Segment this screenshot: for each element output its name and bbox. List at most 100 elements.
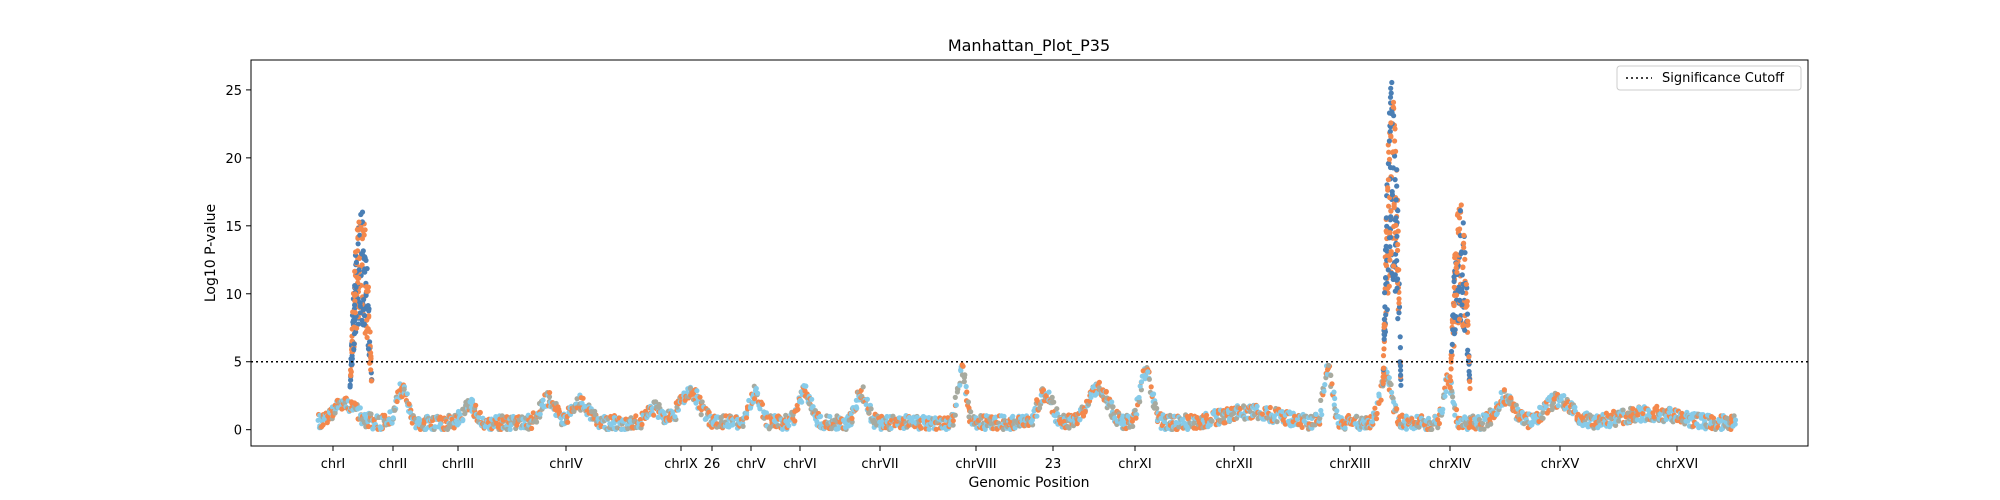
data-point [1381, 346, 1387, 352]
data-point [637, 416, 644, 423]
data-point [1555, 403, 1561, 409]
data-point [382, 412, 388, 418]
data-point [699, 399, 705, 405]
data-point [1732, 417, 1739, 423]
data-point [1001, 413, 1007, 419]
data-point [783, 412, 789, 418]
data-point [864, 396, 871, 402]
data-point [1513, 402, 1519, 408]
data-point [962, 372, 968, 378]
data-point [1386, 138, 1392, 144]
data-point [1374, 410, 1380, 417]
data-point [1476, 416, 1482, 423]
x-tick-label: chrXIII [1329, 457, 1370, 472]
x-tick-label: chrII [379, 457, 407, 472]
data-point [476, 414, 482, 420]
data-point [1731, 413, 1737, 419]
data-point [332, 410, 338, 416]
data-point [827, 413, 833, 420]
data-point [1326, 362, 1332, 368]
x-tick-label: chrIII [442, 457, 474, 472]
data-point [1458, 202, 1464, 208]
data-point [1110, 404, 1116, 410]
legend-label: Significance Cutoff [1662, 71, 1785, 86]
data-point [1447, 385, 1453, 391]
data-point [743, 415, 750, 421]
x-axis: chrI chrII chrIII chrIV chrIX 26 chrV chrVI chrV… [321, 446, 1698, 472]
data-point [1130, 423, 1136, 429]
data-point [888, 425, 894, 431]
data-point [457, 412, 463, 418]
data-point [1455, 287, 1461, 293]
data-point [1451, 278, 1457, 285]
data-point [1380, 380, 1386, 387]
data-point [368, 367, 374, 373]
data-point [368, 378, 374, 384]
data-point [1464, 298, 1470, 304]
data-point [547, 390, 553, 396]
data-point [360, 307, 366, 313]
data-point [1046, 389, 1052, 395]
data-point [1082, 408, 1088, 414]
data-point [1403, 426, 1409, 432]
data-point [1383, 215, 1389, 221]
data-point [1386, 375, 1392, 381]
data-point [1385, 142, 1391, 148]
data-point [1459, 249, 1465, 255]
data-point [1132, 407, 1138, 413]
data-point [1395, 316, 1401, 322]
data-point [355, 248, 361, 254]
data-point [592, 412, 598, 418]
data-point [697, 394, 703, 400]
data-point [1396, 300, 1402, 306]
data-point [1448, 355, 1454, 361]
data-point [1387, 257, 1393, 263]
data-point [1037, 405, 1043, 411]
data-point [366, 313, 372, 319]
data-point [1466, 368, 1472, 375]
data-point [1620, 407, 1626, 413]
data-point [1354, 413, 1360, 420]
data-point [1372, 405, 1378, 411]
data-point [534, 419, 540, 425]
data-point [1138, 379, 1145, 385]
data-point [1436, 420, 1442, 427]
data-point [351, 318, 358, 324]
data-point [1148, 384, 1154, 390]
data-point [1396, 296, 1402, 302]
data-points [315, 79, 1739, 432]
x-tick-label: chrVII [861, 457, 898, 472]
data-point [357, 303, 363, 309]
data-point [957, 382, 963, 388]
data-point [358, 224, 364, 230]
data-point [810, 404, 816, 410]
data-point [1501, 387, 1507, 393]
x-tick-label: chrVIII [955, 457, 996, 472]
data-point [437, 421, 444, 427]
data-point [1461, 232, 1467, 238]
data-point [1393, 215, 1399, 221]
data-point [1519, 409, 1525, 415]
data-point [1154, 405, 1160, 411]
data-point [477, 410, 483, 416]
data-point [723, 413, 729, 419]
data-point [1129, 418, 1135, 424]
data-point [1397, 363, 1404, 369]
data-point [1382, 290, 1388, 296]
data-point [348, 377, 354, 383]
data-point [392, 407, 398, 413]
data-point [1384, 223, 1390, 229]
x-tick-label: chrXV [1541, 457, 1580, 472]
data-point [406, 401, 412, 407]
data-point [1448, 348, 1455, 355]
data-point [1435, 417, 1441, 423]
data-point [1390, 104, 1396, 110]
data-point [355, 241, 361, 247]
data-point [1487, 416, 1493, 422]
data-point [866, 410, 872, 416]
data-point [1398, 372, 1404, 378]
data-point [1466, 424, 1472, 431]
y-axis: 0 5 10 15 20 25 [225, 84, 251, 439]
data-point [1457, 297, 1463, 303]
